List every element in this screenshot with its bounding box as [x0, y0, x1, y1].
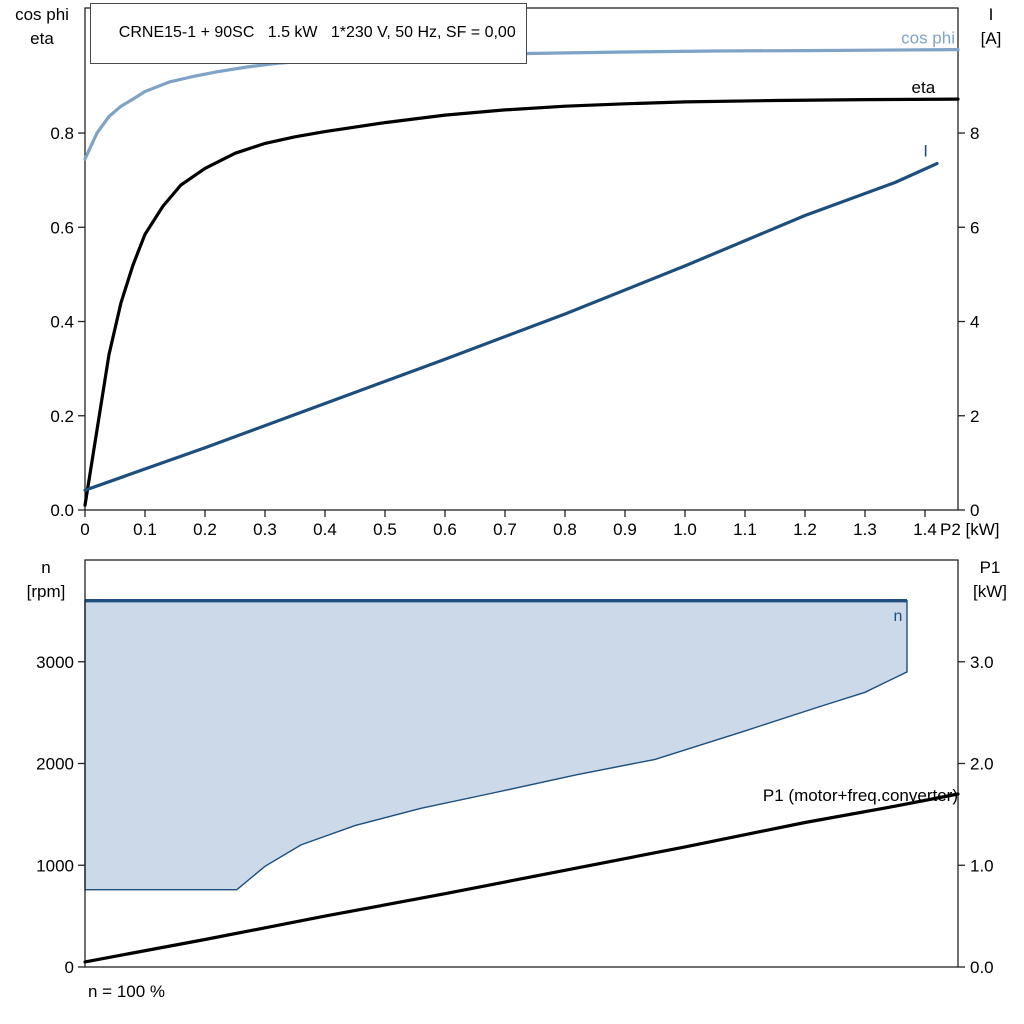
right-axis-tick-label: 6: [970, 218, 979, 237]
left-axis-tick-label: 0.2: [50, 407, 74, 426]
axis-title-eta: eta: [30, 29, 54, 48]
x-axis-tick-label: 0.3: [253, 520, 277, 539]
x-axis-tick-label: 0.7: [493, 520, 517, 539]
axis-title-speed-unit: [rpm]: [26, 582, 66, 601]
top-left-axis-title: cos phi eta: [4, 3, 80, 51]
footer-note: n = 100 %: [88, 982, 166, 1001]
right-axis-tick-label: 4: [970, 313, 979, 332]
left-axis-tick-label: 3000: [36, 653, 74, 672]
x-axis-tick-label: 0.6: [433, 520, 457, 539]
right-axis-tick-label: 2.0: [970, 755, 994, 774]
top-right-axis-title: I [A]: [962, 3, 1020, 51]
left-axis-tick-label: 0.0: [50, 501, 74, 520]
curve-label-n: n: [894, 608, 903, 625]
x-axis-tick-label: 0.2: [193, 520, 217, 539]
left-axis-tick-label: 0.8: [50, 124, 74, 143]
left-axis-tick-label: 0.6: [50, 218, 74, 237]
curve-label-p1-motor-freq-converter: P1 (motor+freq.converter): [763, 786, 958, 805]
x-axis-title: P2 [kW]: [940, 520, 1000, 539]
left-axis-tick-label: 2000: [36, 755, 74, 774]
left-axis-tick-label: 0.4: [50, 313, 74, 332]
curve-label-i: I: [923, 142, 928, 161]
x-axis-tick-label: 0.4: [313, 520, 337, 539]
axis-title-speed: n: [41, 558, 51, 577]
right-axis-tick-label: 0: [970, 501, 979, 520]
x-axis-tick-label: 1.2: [793, 520, 817, 539]
right-axis-tick-label: 0.0: [970, 958, 994, 977]
left-axis-tick-label: 0: [65, 958, 74, 977]
series-cos-phi: [83, 47, 960, 161]
left-axis-tick-label: 1000: [36, 856, 74, 875]
series-i: [83, 162, 939, 492]
axis-title-current-unit: [A]: [980, 29, 1002, 48]
curve-label-eta: eta: [912, 78, 936, 97]
series-p1-motor-freq-converter: [83, 792, 960, 964]
x-axis-tick-label: 1.3: [853, 520, 877, 539]
x-axis-tick-label: 0.8: [553, 520, 577, 539]
x-axis-tick-label: 0.9: [613, 520, 637, 539]
plot-frame: [84, 7, 959, 511]
curve-label-cos-phi: cos phi: [901, 29, 955, 48]
bottom-right-axis-title: P1 [kW]: [960, 556, 1020, 604]
right-axis-tick-label: 2: [970, 407, 979, 426]
speed-envelope: [84, 600, 908, 891]
chart-title-box: CRNE15-1 + 90SC 1.5 kW 1*230 V, 50 Hz, S…: [90, 3, 527, 64]
axis-title-p1: P1: [979, 558, 1001, 577]
right-axis-tick-label: 8: [970, 124, 979, 143]
x-axis-tick-label: 0: [80, 520, 89, 539]
axis-title-cos-phi: cos phi: [15, 5, 69, 24]
right-axis-tick-label: 3.0: [970, 653, 994, 672]
x-axis-tick-label: 0.5: [373, 520, 397, 539]
x-axis-tick-label: 0.1: [133, 520, 157, 539]
right-axis-tick-label: 1.0: [970, 856, 994, 875]
x-axis-tick-label: 1.4: [913, 520, 937, 539]
axis-title-p1-unit: [kW]: [973, 582, 1007, 601]
chart-title: CRNE15-1 + 90SC 1.5 kW 1*230 V, 50 Hz, S…: [118, 24, 516, 41]
x-axis-tick-label: 1.1: [733, 520, 757, 539]
bottom-left-axis-title: n [rpm]: [12, 556, 80, 604]
series-eta: [83, 97, 960, 507]
x-axis-tick-label: 1.0: [673, 520, 697, 539]
axis-title-current: I: [988, 5, 994, 24]
